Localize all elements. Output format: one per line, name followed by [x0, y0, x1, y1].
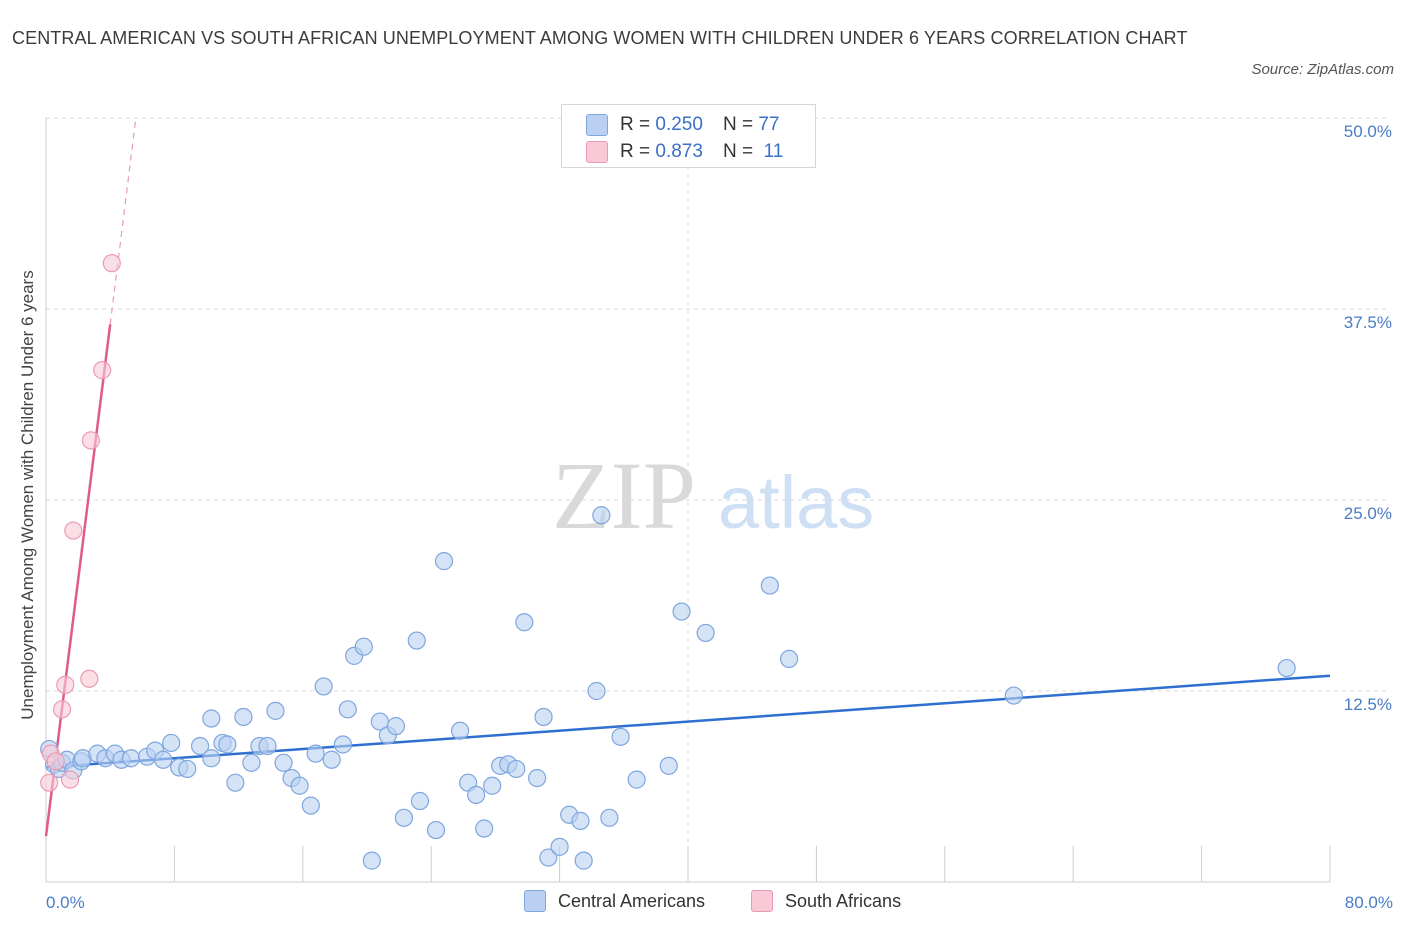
- axes: [45, 118, 1331, 883]
- central-american-point: [611, 727, 630, 746]
- south-african-point: [40, 773, 59, 792]
- south-african-point: [93, 361, 112, 380]
- south-african-point: [56, 675, 75, 694]
- central-american-point: [362, 851, 381, 870]
- legend-swatch-blue: [524, 890, 546, 912]
- central-american-point: [162, 733, 181, 753]
- watermark-atlas: atlas: [718, 461, 874, 544]
- south-african-point: [60, 770, 80, 789]
- central-american-point: [528, 768, 547, 788]
- n-label: N =: [722, 141, 754, 162]
- chart-title: CENTRAL AMERICAN VS SOUTH AFRICAN UNEMPL…: [12, 28, 1188, 48]
- central-american-point: [760, 576, 779, 595]
- central-american-point: [121, 749, 141, 768]
- central-american-point: [242, 753, 261, 772]
- central-american-point: [314, 677, 333, 696]
- south-africans-trend-extension: [109, 117, 137, 325]
- central-american-point: [394, 808, 414, 827]
- central-american-point: [587, 681, 606, 701]
- legend-swatch-pink: [586, 141, 608, 163]
- central-american-point: [266, 701, 285, 720]
- central-american-point: [574, 851, 593, 870]
- legend-label: Central Americans: [558, 890, 706, 911]
- central-american-point: [426, 820, 446, 840]
- y-tick-label: 37.5%: [1344, 313, 1392, 332]
- legend-label: South Africans: [785, 890, 902, 911]
- south-african-point: [81, 431, 101, 450]
- central-american-point: [450, 721, 470, 740]
- y-tick-label: 25.0%: [1344, 504, 1392, 523]
- n-value: 77: [758, 114, 780, 135]
- central-american-point: [550, 837, 569, 856]
- source-label: Source: ZipAtlas.com: [1251, 61, 1394, 78]
- central-american-point: [672, 602, 691, 621]
- central-american-point: [410, 791, 430, 811]
- stats-row-central-americans: R = 0.250 N = 77: [586, 112, 779, 138]
- tick-labels: 12.5% 25.0% 37.5% 50.0% 0.0% 80.0%: [46, 122, 1393, 912]
- n-label: N =: [722, 114, 754, 135]
- r-label: R =: [620, 114, 651, 135]
- r-value: 0.250: [655, 114, 703, 135]
- central-american-point: [534, 707, 553, 727]
- central-american-point: [333, 735, 353, 754]
- central-american-point: [434, 552, 454, 571]
- central-american-point: [178, 759, 197, 779]
- central-american-point: [627, 770, 646, 789]
- y-tick-label: 12.5%: [1344, 695, 1392, 714]
- south-african-point: [102, 254, 121, 273]
- central-american-point: [301, 796, 320, 815]
- south-african-point: [46, 752, 65, 771]
- central-american-point: [154, 750, 173, 769]
- central-american-point: [1004, 686, 1023, 705]
- central-american-point: [258, 736, 277, 756]
- central-american-point: [190, 736, 210, 756]
- series-legend: Central Americans South Africans: [0, 890, 1406, 916]
- central-american-point: [571, 811, 590, 830]
- central-american-point: [218, 735, 237, 754]
- stats-legend: R = 0.250 N = 77 R = 0.873 N = 11: [561, 104, 816, 168]
- central-american-point: [600, 808, 619, 827]
- watermark-zip: ZIP: [552, 442, 696, 549]
- central-american-point: [407, 631, 426, 650]
- central-american-point: [386, 717, 405, 736]
- south-african-point: [80, 669, 99, 688]
- central-american-point: [202, 709, 221, 728]
- central-american-point: [780, 649, 799, 669]
- central-american-point: [234, 707, 253, 727]
- legend-item-south-africans[interactable]: South Africans: [751, 890, 901, 912]
- central-american-point: [1277, 658, 1296, 678]
- y-tick-label: 50.0%: [1344, 122, 1392, 141]
- central-american-point: [354, 637, 373, 656]
- central-american-point: [226, 773, 245, 792]
- central-american-point: [475, 819, 494, 838]
- legend-item-central-americans[interactable]: Central Americans: [524, 890, 705, 912]
- central-american-point: [539, 848, 558, 867]
- central-american-point: [202, 749, 221, 768]
- legend-swatch-pink: [751, 890, 773, 912]
- central-american-point: [659, 756, 678, 775]
- n-value: 11: [763, 141, 784, 162]
- stats-row-south-africans: R = 0.873 N = 11: [586, 139, 783, 165]
- legend-swatch-blue: [586, 114, 608, 136]
- central-american-point: [338, 700, 357, 719]
- central-american-point: [507, 759, 526, 779]
- south-african-point: [64, 521, 83, 540]
- x-tick-label: 80.0%: [1345, 893, 1393, 912]
- central-american-point: [467, 785, 486, 805]
- south-african-point: [52, 700, 72, 719]
- r-label: R =: [620, 141, 651, 162]
- central-american-point: [274, 753, 293, 772]
- central-american-point: [515, 613, 534, 632]
- watermark: ZIP atlas: [552, 442, 874, 549]
- central-american-point: [290, 776, 309, 795]
- central-american-point: [306, 744, 325, 763]
- x-tick-label: 0.0%: [46, 893, 85, 912]
- central-american-point: [592, 506, 611, 525]
- r-value: 0.873: [655, 141, 703, 162]
- data-points: [40, 254, 1296, 870]
- central-american-point: [322, 750, 341, 769]
- central-american-point: [696, 623, 715, 643]
- central-american-point: [483, 776, 502, 795]
